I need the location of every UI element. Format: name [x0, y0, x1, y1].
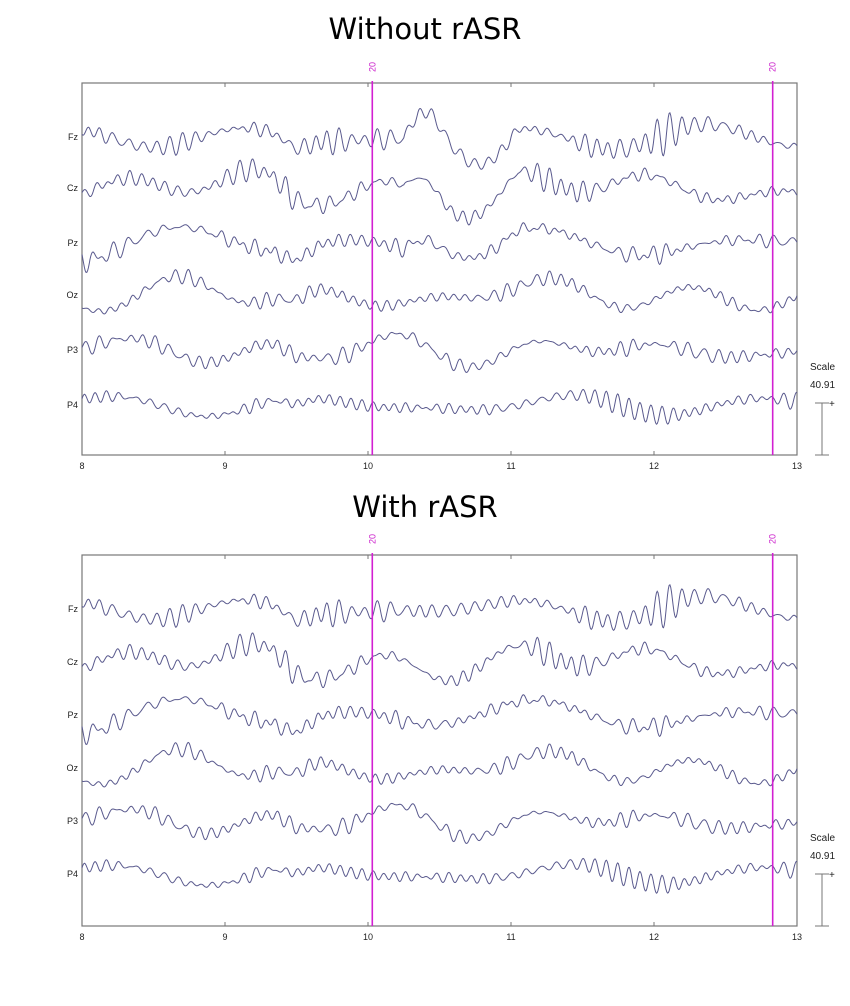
- channel-label-p3: P3: [67, 816, 78, 826]
- channel-label-fz: Fz: [68, 604, 78, 614]
- event-marker-label: 20: [367, 534, 377, 544]
- x-tick-label: 11: [506, 932, 515, 942]
- eeg-trace-p4: [81, 857, 798, 894]
- x-tick-label: 11: [506, 461, 515, 471]
- scale-label: Scale: [810, 362, 835, 373]
- eeg-plot-without-rasr: 8 9 10 11 12 13 Fz Cz Pz Oz P3 P4 20 20 Scale 40.91 +: [66, 62, 835, 471]
- scale-value: 40.91: [810, 851, 835, 862]
- eeg-trace-fz: [81, 107, 798, 170]
- eeg-trace-fz: [81, 583, 798, 631]
- channel-label-cz: Cz: [67, 183, 78, 193]
- channel-label-oz: Oz: [66, 290, 78, 300]
- eeg-trace-p3: [81, 331, 798, 374]
- eeg-trace-oz: [81, 741, 798, 788]
- event-marker-label: 20: [768, 534, 778, 544]
- eeg-trace-pz: [81, 694, 798, 745]
- plot-frame: [81, 82, 798, 456]
- eeg-plot-with-rasr: 8 9 10 11 12 13 Fz Cz Pz Oz P3 P4 20 20 Scale 40.91 +: [66, 534, 835, 942]
- channel-label-p4: P4: [67, 869, 78, 879]
- eeg-trace-cz: [81, 158, 798, 226]
- eeg-trace-p3: [81, 802, 798, 845]
- plot-frame: [81, 554, 798, 927]
- eeg-trace-pz: [81, 222, 798, 273]
- x-tick-label: 13: [792, 932, 802, 942]
- channel-label-p4: P4: [67, 400, 78, 410]
- channel-label-cz: Cz: [67, 657, 78, 667]
- x-tick-label: 13: [792, 461, 802, 471]
- x-tick-label: 12: [649, 461, 659, 471]
- eeg-trace-cz: [81, 632, 798, 688]
- channel-label-p3: P3: [67, 345, 78, 355]
- event-marker-label: 20: [367, 62, 377, 72]
- x-tick-label: 8: [79, 932, 84, 942]
- scale-plus-icon: +: [829, 399, 835, 410]
- scale-value: 40.91: [810, 380, 835, 391]
- event-marker-label: 20: [768, 62, 778, 72]
- chart-title-with-rasr: With rASR: [352, 490, 498, 524]
- x-tick-label: 9: [222, 461, 227, 471]
- x-tick-label: 10: [363, 461, 373, 471]
- channel-label-pz: Pz: [67, 238, 78, 248]
- scale-plus-icon: +: [829, 870, 835, 881]
- scale-label: Scale: [810, 833, 835, 844]
- channel-label-oz: Oz: [66, 763, 78, 773]
- x-tick-label: 10: [363, 932, 373, 942]
- x-tick-label: 12: [649, 932, 659, 942]
- eeg-trace-p4: [81, 388, 798, 425]
- x-tick-label: 8: [79, 461, 84, 471]
- chart-title-without-rasr: Without rASR: [328, 12, 522, 46]
- channel-label-fz: Fz: [68, 132, 78, 142]
- eeg-trace-oz: [81, 268, 798, 315]
- x-tick-label: 9: [222, 932, 227, 942]
- channel-label-pz: Pz: [67, 710, 78, 720]
